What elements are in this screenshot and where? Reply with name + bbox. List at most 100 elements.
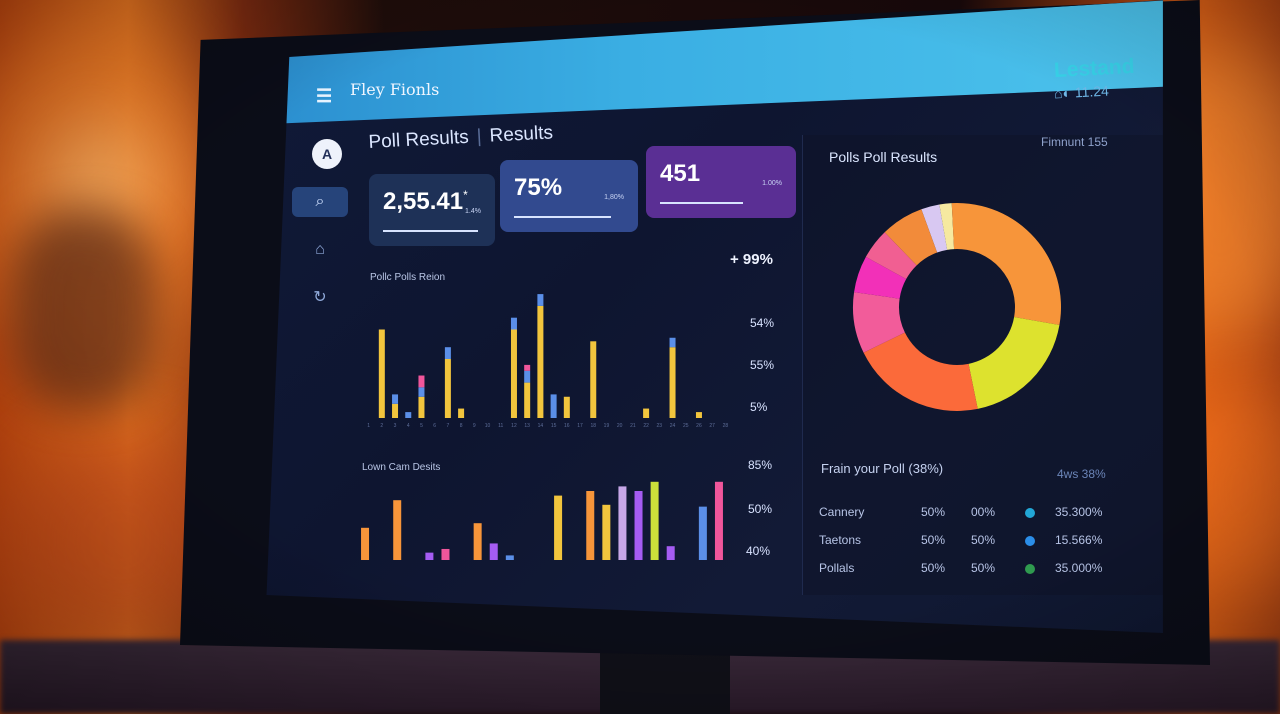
bar [418,387,425,397]
donut-chart [853,203,1061,411]
dashboard-screen: ☰ Fley Fionls Lestand ⌂◐ 11.24 A ⌕ ⌂ ↻ P… [266,0,1163,633]
bar [586,491,595,560]
x-tick-label: 19 [604,423,610,429]
poll-row-name: Pollals [819,561,855,575]
bar [698,506,707,560]
x-tick-label: 23 [657,423,663,429]
poll-row-name: Cannery [819,505,865,519]
bar [361,527,370,560]
bar [563,396,570,418]
bar [441,548,450,560]
kpi-value: 75% [514,174,563,201]
app-title: Fley Fionls [350,80,440,99]
kpi-card-total[interactable]: 2,55.41* 1.4% [369,174,495,246]
bar [602,504,611,560]
chart1-pct-label: 5% [750,400,768,414]
bar [550,394,557,418]
kpi-value: 2,55.41 [383,188,464,215]
bar [418,396,425,418]
bar [378,329,385,418]
x-tick-label: 20 [617,423,623,429]
bar [590,341,597,418]
chart2-pct-label: 50% [748,502,773,516]
nav-search-icon[interactable]: ⌕ [292,187,348,217]
kpi-subvalue: 1,80% [604,194,624,201]
x-tick-label: 14 [538,423,544,429]
bar [444,359,451,418]
chart1-pct-label: 55% [750,358,775,372]
x-tick-label: 7 [447,423,450,429]
poll-row[interactable]: Cannery 50% 00% 35.300% [819,505,1119,525]
kpi-value: 451 [660,160,701,187]
kpi-progress-bar [660,202,743,204]
poll-row[interactable]: Taetons 50% 50% 15.566% [819,533,1119,553]
poll-row-value1: 50% [921,505,946,519]
donut-slice [853,292,905,353]
x-tick-label: 26 [696,423,702,429]
x-tick-label: 1 [367,423,370,429]
donut-slice [939,203,955,250]
bar [418,375,425,388]
bar [669,337,676,348]
x-tick-label: 10 [485,423,491,429]
chart2-pct-label: 85% [748,458,773,472]
top-right-title: Lestand [1053,54,1136,83]
kpi-progress-bar [514,216,611,218]
bar [393,500,402,560]
kpi-progress-bar [383,230,478,232]
poll-row-value2: 50% [971,533,996,547]
poll-row-value3: 35.300% [1055,505,1103,519]
chart2-pct-label: 40% [746,544,771,558]
x-tick-label: 11 [498,423,503,429]
x-tick-label: 24 [670,423,676,429]
bar [510,329,517,418]
page-title: Poll Results | Results [368,122,554,153]
donut-slice [951,203,1061,325]
bar [714,481,723,560]
x-tick-label: 16 [564,423,570,429]
kpi-card-count[interactable]: 451 1.00% [646,146,796,218]
kpi-card-percent[interactable]: 75% 1,80% [500,160,638,232]
poll-row-value3: 35.000% [1055,561,1103,575]
donut-slice [865,232,917,280]
bar [537,305,544,418]
poll-row-name: Taetons [819,533,862,547]
panel-top-label: Fimnunt 155 [1041,135,1108,149]
poll-row-value1: 50% [921,533,946,547]
bar [489,543,498,560]
bar [392,403,399,418]
status-dot-icon [1025,564,1035,574]
x-tick-label: 18 [590,423,596,429]
bar [666,546,675,560]
status-dot-icon [1025,508,1035,518]
page-subtitle: Results [489,122,554,147]
poll-row-value1: 50% [921,561,946,575]
x-tick-label: 4 [407,423,410,429]
chart1-title: Pollc Polls Reion [370,272,446,283]
donut-slice [863,332,978,411]
bar [554,495,563,560]
delta-value: + 99% [730,251,773,268]
x-tick-label: 22 [643,423,649,429]
poll-summary-title: Frain your Poll (38%) [821,461,944,476]
x-tick-label: 27 [709,423,715,429]
nav-home-icon[interactable]: ⌂ [315,241,325,258]
x-tick-label: 28 [723,423,729,429]
bar-chart-desits [361,481,723,560]
x-tick-label: 3 [394,423,397,429]
app-logo-icon: ☰ [316,86,333,106]
nav-refresh-icon[interactable]: ↻ [313,289,327,306]
avatar[interactable]: A [312,139,342,169]
kpi-subvalue: 1.4% [465,208,481,215]
kpi-subvalue: 1.00% [762,180,782,187]
status-dot-icon [1025,536,1035,546]
bar [695,412,702,418]
bar [425,552,434,560]
poll-summary-right: 4ws 38% [1057,467,1106,481]
x-tick-label: 9 [473,423,476,429]
poll-row[interactable]: Pollals 50% 50% 35.000% [819,561,1119,581]
bar [618,486,627,560]
x-tick-label: 12 [511,423,517,429]
x-tick-label: 15 [551,423,557,429]
bar [392,394,399,404]
